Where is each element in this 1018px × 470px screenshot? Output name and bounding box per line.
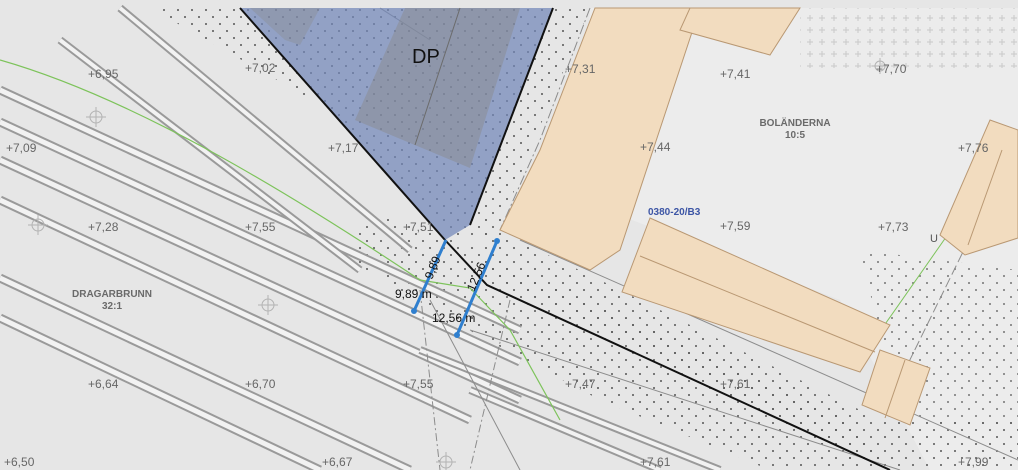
- property-number: 10:5: [785, 130, 805, 141]
- measure-distance-label: 12,56 m: [432, 311, 475, 325]
- detail-plan-label: DP: [412, 46, 440, 68]
- property-name: DRAGARBRUNN: [72, 289, 152, 300]
- survey-point-icon: [28, 215, 48, 235]
- green-boundary-line: [0, 59, 561, 421]
- dotted-area-right: [480, 225, 1018, 470]
- elevation-label: +6,70: [245, 377, 276, 391]
- measure-line-1[interactable]: [412, 239, 448, 312]
- measure-endpoint[interactable]: [454, 332, 460, 338]
- survey-point-icon: [86, 107, 106, 127]
- zone-label: U: [930, 233, 938, 245]
- elevation-labels: +6,95 +7,02 +7,31 +7,41 +7,70 +7,09 +7,1…: [4, 61, 989, 469]
- elevation-label: +7,47: [565, 377, 596, 391]
- plan-code-label: 0380-20/B3: [648, 207, 701, 218]
- elevation-label: +7,44: [640, 140, 671, 154]
- survey-point-icon: [872, 58, 888, 74]
- measure-endpoint[interactable]: [411, 308, 417, 314]
- elevation-label: +6,67: [322, 455, 353, 469]
- elevation-label: +7,55: [403, 377, 434, 391]
- survey-points: [28, 58, 888, 470]
- elevation-label: +6,64: [88, 377, 119, 391]
- detail-plan-overlay: [240, 8, 553, 240]
- elevation-label: +7,17: [328, 141, 359, 155]
- measure-endpoint[interactable]: [494, 238, 500, 244]
- elevation-label: +6,50: [4, 455, 35, 469]
- survey-point-icon: [258, 295, 278, 315]
- railway-tracks: [0, 4, 722, 470]
- elevation-label: +7,28: [88, 220, 119, 234]
- elevation-label: +7,55: [245, 220, 276, 234]
- elevation-label: +7,61: [640, 455, 671, 469]
- elevation-label: +7,31: [565, 62, 596, 76]
- elevation-label: +7,99: [958, 455, 989, 469]
- property-boundary: [239, 7, 891, 470]
- elevation-label: +7,76: [958, 141, 989, 155]
- property-name: BOLÄNDERNA: [759, 116, 830, 129]
- elevation-label: +7,02: [245, 61, 276, 75]
- buildings: [499, 7, 1018, 426]
- elevation-label: +6,95: [88, 67, 119, 81]
- plus-hatch-area: [800, 8, 1018, 68]
- elevation-label: +7,41: [720, 67, 751, 81]
- elevation-label: +7,73: [878, 220, 909, 234]
- overlay-building: [355, 8, 520, 168]
- elevation-label: +7,59: [720, 219, 751, 233]
- building-east: [939, 119, 1018, 256]
- elevation-label: +7,70: [876, 62, 907, 76]
- property-number: 32:1: [102, 301, 122, 312]
- elevation-label: +7,51: [403, 220, 434, 234]
- elevation-label: +7,09: [6, 141, 37, 155]
- measure-distance-label: 9,89 m: [395, 287, 432, 301]
- measure-line-2[interactable]: [455, 240, 499, 336]
- measurement-lines: [412, 239, 499, 336]
- building-center: [621, 217, 891, 373]
- survey-point-icon: [436, 452, 456, 470]
- elevation-label: +7,61: [720, 377, 751, 391]
